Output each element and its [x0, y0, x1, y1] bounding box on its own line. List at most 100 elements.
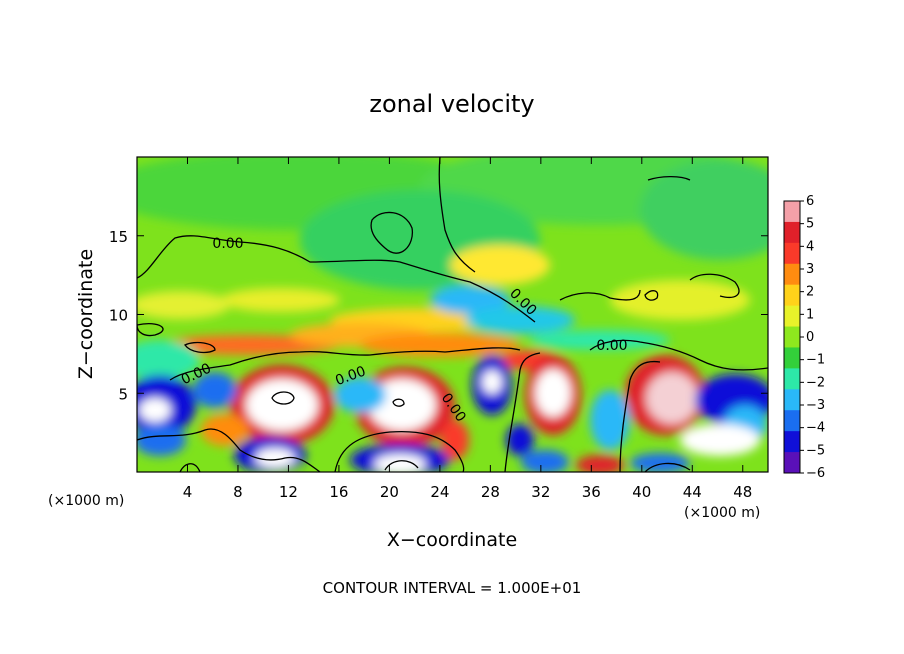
colorbar-swatch: [784, 389, 800, 411]
x-axis-label: X−coordinate: [387, 529, 517, 551]
velocity-blob: [374, 454, 426, 472]
colorbar-tick-label: 0: [806, 330, 814, 345]
x-axis: 4 8 12 16 20 24 28 32 36 40 44 48: [183, 157, 752, 501]
colorbar-swatch: [784, 305, 800, 328]
colorbar-tick-label: −2: [806, 375, 825, 390]
colorbar: 6 5 4 3 2 1 0 −1 −2 −3 −4 −5 −6: [783, 194, 825, 481]
contour-line: [619, 360, 661, 472]
x-tick-label: 24: [430, 483, 449, 501]
colorbar-swatch: [784, 326, 800, 348]
velocity-blob: [465, 306, 575, 334]
y-tick-label: 15: [109, 228, 128, 246]
chart-title: zonal velocity: [369, 90, 534, 118]
velocity-blob: [201, 414, 249, 446]
velocity-blob: [334, 377, 386, 413]
y-tick-label: 10: [109, 307, 128, 325]
velocity-blob: [506, 424, 534, 456]
velocity-blob: [430, 286, 510, 314]
colorbar-swatch: [784, 347, 800, 369]
velocity-field: [137, 157, 768, 472]
contour-line: [647, 175, 691, 181]
colorbar-tick-label: 5: [806, 217, 814, 232]
x-tick-label: 4: [183, 483, 193, 501]
contour-line: [689, 273, 740, 298]
colorbar-tick-label: −3: [806, 398, 825, 413]
colorbar-swatch: [784, 431, 800, 453]
contour-line: [334, 430, 465, 472]
colorbar-swatch: [784, 410, 800, 432]
velocity-blob: [255, 448, 295, 468]
x-tick-label: 8: [233, 483, 243, 501]
colorbar-tick-label: −5: [806, 443, 825, 458]
contour-line: [179, 463, 201, 472]
x-tick-label: 32: [531, 483, 550, 501]
velocity-blob: [360, 333, 520, 357]
zero-contours: [137, 157, 768, 472]
velocity-blob: [246, 379, 318, 431]
x-tick-label: 36: [582, 483, 601, 501]
contour-line: [559, 289, 641, 301]
colorbar-tick-label: 3: [806, 262, 814, 277]
contour-line: [504, 352, 541, 472]
contour-line: [184, 341, 216, 354]
y-axis: 5 10 15: [109, 228, 768, 403]
x-tick-label: 48: [733, 483, 752, 501]
velocity-blob: [521, 450, 569, 472]
contour-line: [137, 323, 164, 337]
velocity-blob: [590, 390, 630, 450]
contour-line: [438, 157, 476, 273]
x-tick-label: 20: [380, 483, 399, 501]
velocity-blob: [139, 398, 171, 422]
colorbar-swatch: [784, 242, 800, 265]
colorbar-tick-label: 6: [806, 194, 814, 209]
colorbar-tick-label: −1: [806, 353, 825, 368]
contour-line: [137, 428, 321, 472]
velocity-blob: [610, 280, 750, 320]
colorbar-swatch: [784, 263, 800, 286]
contour-line: [644, 290, 659, 301]
colorbar-swatch: [784, 284, 800, 307]
velocity-blob: [220, 288, 340, 312]
velocity-blob: [160, 335, 340, 355]
colorbar-swatch: [784, 368, 800, 390]
contour-line: [137, 235, 536, 323]
colorbar-tick-label: −6: [806, 466, 825, 481]
x-unit-label-left: (×1000 m): [48, 493, 124, 509]
contour-line: [169, 347, 521, 381]
velocity-blob: [535, 369, 571, 417]
contour-label: 0.00: [596, 338, 627, 354]
x-unit-label-right: (×1000 m): [684, 505, 760, 521]
contour-line: [384, 460, 419, 471]
velocity-blob: [640, 160, 768, 260]
colorbar-swatch: [784, 201, 800, 223]
x-tick-label: 12: [279, 483, 298, 501]
velocity-blob: [450, 245, 550, 285]
y-tick-label: 5: [118, 385, 128, 403]
contour-interval-note: CONTOUR INTERVAL = 1.000E+01: [323, 579, 582, 597]
x-tick-label: 40: [632, 483, 651, 501]
velocity-blob: [576, 455, 624, 472]
velocity-blob: [137, 424, 186, 456]
velocity-blob: [193, 372, 237, 408]
x-tick-label: 16: [329, 483, 348, 501]
contour-label: 0.00: [212, 236, 243, 252]
contour-line: [370, 211, 413, 254]
x-tick-label: 44: [683, 483, 702, 501]
x-tick-label: 28: [481, 483, 500, 501]
velocity-blob: [482, 370, 502, 394]
plot-area: 0.000.00 0.000.000.000.00: [137, 157, 768, 472]
colorbar-tick-label: −4: [806, 421, 825, 436]
velocity-blob: [530, 330, 670, 350]
colorbar-swatch: [784, 452, 800, 474]
velocity-blob: [137, 340, 200, 380]
contour-line: [644, 462, 691, 472]
contour-line: [589, 339, 768, 371]
colorbar-tick-label: 1: [806, 307, 814, 322]
velocity-blob: [630, 453, 690, 472]
colorbar-swatch: [784, 221, 800, 244]
contour-line: [392, 398, 405, 407]
velocity-blob: [646, 372, 698, 424]
velocity-blob: [137, 291, 230, 319]
velocity-blob: [680, 424, 760, 456]
